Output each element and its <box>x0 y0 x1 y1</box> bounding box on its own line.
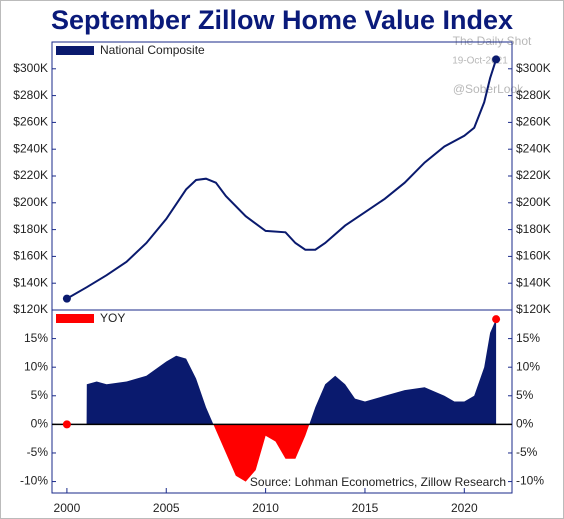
end-marker <box>62 294 71 303</box>
y-tick-label-right: -5% <box>516 445 538 459</box>
y-tick-label: $140K <box>13 275 48 289</box>
y-tick-label: $260K <box>13 115 48 129</box>
line <box>66 59 498 300</box>
y-tick-label-right: 15% <box>516 331 540 345</box>
y-tick-label-right: 0% <box>516 417 534 431</box>
y-tick-label: 10% <box>24 359 48 373</box>
y-tick-label-right: $220K <box>516 168 551 182</box>
chart-title: September Zillow Home Value Index <box>51 5 513 35</box>
y-tick-label-right: $240K <box>516 141 551 155</box>
y-tick-label: 5% <box>31 388 49 402</box>
x-tick-label: 2015 <box>352 501 379 515</box>
y-tick-label: $180K <box>13 222 48 236</box>
y-tick-label-right: $300K <box>516 61 551 75</box>
y-tick-label-right: $160K <box>516 249 551 263</box>
y-tick-label-right: $120K <box>516 302 551 316</box>
y-tick-label-right: $180K <box>516 222 551 236</box>
y-tick-label: $120K <box>13 302 48 316</box>
y-tick-label-right: $140K <box>516 275 551 289</box>
y-tick-label-right: $280K <box>516 88 551 102</box>
x-tick-label: 2010 <box>252 501 279 515</box>
y-tick-label: $200K <box>13 195 48 209</box>
y-tick-label: $280K <box>13 88 48 102</box>
y-tick-label: $300K <box>13 61 48 75</box>
y-tick-label-right: 5% <box>516 388 534 402</box>
plot-frame <box>51 309 513 494</box>
watermark: The Daily Shot <box>453 34 532 48</box>
x-tick-label: 2020 <box>451 501 478 515</box>
y-tick-label: $160K <box>13 249 48 263</box>
legend-swatch <box>56 314 94 323</box>
watermark: 19-Oct-2021 <box>452 56 508 67</box>
y-tick-label-right: $200K <box>516 195 551 209</box>
legend-label: National Composite <box>100 43 205 57</box>
y-tick-label: -5% <box>27 445 49 459</box>
y-tick-label-right: -10% <box>516 474 544 488</box>
area <box>66 319 497 482</box>
legend-swatch <box>56 46 94 55</box>
x-tick-label: 2000 <box>54 501 81 515</box>
y-tick-label: 15% <box>24 331 48 345</box>
watermark: @SoberLook <box>453 82 524 96</box>
legend-label: YOY <box>100 311 125 325</box>
end-marker <box>492 315 501 324</box>
annotation: Source: Lohman Econometrics, Zillow Rese… <box>250 475 506 489</box>
x-tick-label: 2005 <box>153 501 180 515</box>
y-tick-label-right: $260K <box>516 115 551 129</box>
end-marker <box>62 420 71 429</box>
y-tick-label: -10% <box>20 474 48 488</box>
y-tick-label-right: 10% <box>516 359 540 373</box>
y-tick-label: 0% <box>31 417 49 431</box>
y-tick-label: $240K <box>13 141 48 155</box>
end-marker <box>492 55 501 64</box>
y-tick-label: $220K <box>13 168 48 182</box>
